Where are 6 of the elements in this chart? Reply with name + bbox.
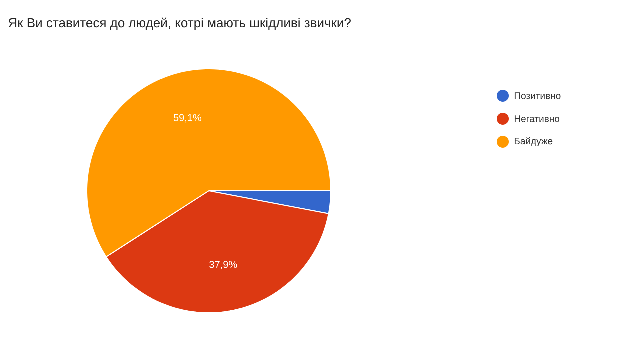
legend-label: Позитивно: [514, 92, 561, 100]
data-label: 37,9%: [210, 261, 238, 270]
data-label: 59,1%: [174, 114, 202, 123]
chart-title: Як Ви ставитеся до людей, котрі мають шкідливі звички?: [8, 18, 351, 30]
legend-label: Байдуже: [514, 137, 553, 147]
legend-label: Негативно: [514, 116, 560, 122]
